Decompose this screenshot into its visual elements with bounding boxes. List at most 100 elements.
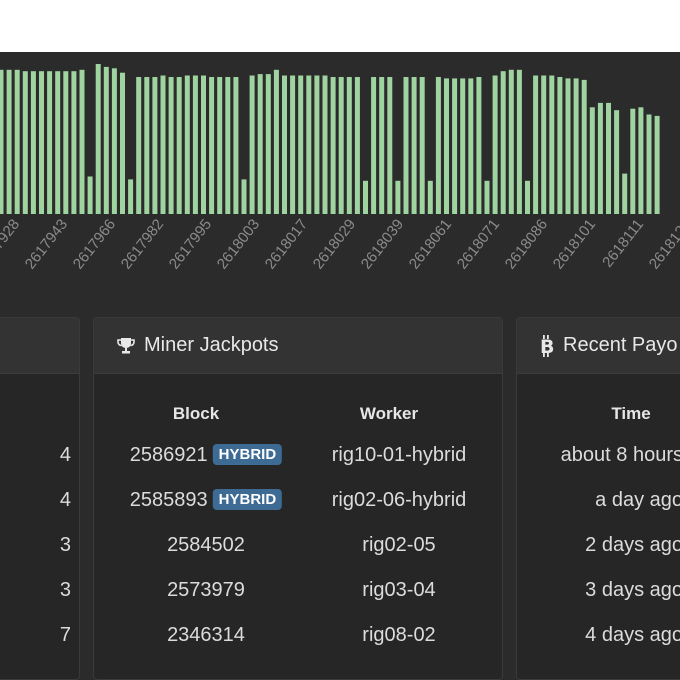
- chart-bar: [411, 77, 417, 214]
- chart-bar: [136, 77, 142, 214]
- chart-bar: [387, 77, 393, 214]
- chart-bar: [565, 78, 571, 215]
- jackpot-block[interactable]: 2585893 HYBRID: [129, 489, 283, 512]
- chart-bar: [192, 75, 198, 214]
- chart-bar: [120, 72, 125, 214]
- jackpot-worker: rig08-02: [362, 624, 436, 646]
- chart-bar: [654, 115, 660, 214]
- x-tick-label: 2618039: [358, 216, 407, 272]
- chart-bar: [217, 77, 223, 214]
- chart-bar: [160, 75, 166, 214]
- jackpot-block[interactable]: 2584502: [167, 534, 245, 557]
- chart-bar: [346, 77, 352, 214]
- chart-bar: [128, 179, 134, 214]
- chart-bar: [95, 64, 101, 214]
- chart-bar: [525, 180, 530, 214]
- chart-bar: [233, 77, 239, 214]
- x-tick-label: 2617995: [166, 216, 215, 272]
- miner-jackpots-header: Miner Jackpots: [94, 318, 502, 374]
- chart-bar: [427, 180, 433, 214]
- recent-payouts-panel: B Recent Payo Time about 8 hours a day ag…: [516, 317, 680, 680]
- jackpot-block[interactable]: 2346314: [167, 624, 245, 647]
- chart-bar: [144, 77, 150, 214]
- block-number[interactable]: 2584502: [167, 534, 245, 556]
- chart-bar: [201, 75, 206, 214]
- chart-bar: [395, 180, 401, 214]
- chart-bar: [111, 68, 117, 214]
- x-tick-label: 2618111: [599, 216, 647, 271]
- chart-bar: [330, 77, 336, 214]
- recent-payouts-header: B Recent Payo: [517, 318, 680, 374]
- chart-bar: [363, 180, 368, 214]
- chart-bar: [306, 75, 312, 214]
- chart-bar: [492, 75, 498, 214]
- payout-time: 3 days ago: [585, 579, 680, 601]
- chart-bar: [646, 114, 652, 214]
- left-panel-header: [0, 318, 79, 374]
- jackpot-worker: rig03-04: [362, 579, 436, 601]
- hybrid-badge: HYBRID: [212, 489, 283, 510]
- chart-bar: [379, 77, 385, 214]
- block-number[interactable]: 2346314: [167, 624, 245, 646]
- chart-bar: [103, 66, 109, 215]
- x-tick-label: 2618029: [310, 216, 359, 272]
- svg-text:B: B: [540, 336, 554, 357]
- chart-bar: [630, 108, 636, 214]
- chart-bar: [549, 75, 555, 214]
- chart-bar: [241, 179, 247, 214]
- miner-jackpots-panel: Miner Jackpots Block Worker 2586921 HYBRI…: [93, 317, 503, 680]
- chart-bar: [298, 75, 304, 214]
- chart-bar: [176, 77, 182, 214]
- chart-bar: [273, 69, 279, 214]
- chart-bar: [265, 74, 271, 214]
- x-tick-label: 2618017: [262, 216, 311, 272]
- hybrid-badge: HYBRID: [212, 444, 283, 465]
- payout-time: 4 days ago: [585, 624, 680, 646]
- chart-bar: [557, 77, 563, 214]
- chart-bar: [225, 77, 231, 214]
- chart-bar: [452, 78, 458, 215]
- chart-bar: [209, 77, 215, 214]
- chart-bar: [468, 78, 474, 215]
- chart-bar: [87, 176, 93, 214]
- chart-bar: [338, 77, 344, 214]
- block-number[interactable]: 2586921: [129, 444, 208, 466]
- chart-bar: [484, 180, 490, 214]
- jackpot-block[interactable]: 2573979: [167, 579, 245, 602]
- chart-bar: [79, 69, 85, 214]
- chart-bar: [403, 77, 409, 214]
- payout-time: 2 days ago: [585, 534, 680, 556]
- chart-bar: [55, 71, 61, 214]
- chart-bar: [184, 75, 190, 214]
- x-tick-label: 2618061: [406, 216, 455, 272]
- chart-bar: [282, 75, 287, 214]
- chart-bar: [14, 69, 20, 214]
- block-number[interactable]: 2585893: [129, 489, 208, 511]
- left-panel: 4 4 3 3 7: [0, 317, 80, 680]
- chart-bar: [533, 75, 539, 214]
- miner-jackpots-title: Miner Jackpots: [144, 334, 279, 356]
- chart-bar: [573, 78, 579, 215]
- chart-bar: [63, 71, 69, 214]
- chart-bar: [290, 75, 296, 214]
- x-tick-label: 2618101: [550, 216, 599, 272]
- chart-bar: [71, 71, 77, 214]
- chart-bar: [589, 107, 595, 214]
- payout-time: a day ago: [595, 489, 680, 511]
- block-number[interactable]: 2573979: [167, 579, 245, 601]
- chart-bar: [581, 79, 587, 215]
- left-panel-value: 4: [59, 444, 71, 466]
- chart-bar: [435, 77, 441, 214]
- column-header-time: Time: [611, 404, 651, 423]
- chart-bar: [460, 78, 466, 215]
- chart-bar: [152, 77, 158, 214]
- x-tick-label: 2618121: [646, 216, 680, 272]
- chart-bar: [606, 102, 611, 214]
- jackpot-block[interactable]: 2586921 HYBRID: [129, 444, 283, 467]
- left-panel-value: 3: [59, 534, 71, 556]
- chart-bar: [0, 69, 4, 214]
- chart-bar: [6, 69, 12, 214]
- chart-bar: [47, 71, 53, 214]
- x-tick-label: 2618086: [502, 216, 551, 272]
- left-panel-value: 3: [59, 579, 71, 601]
